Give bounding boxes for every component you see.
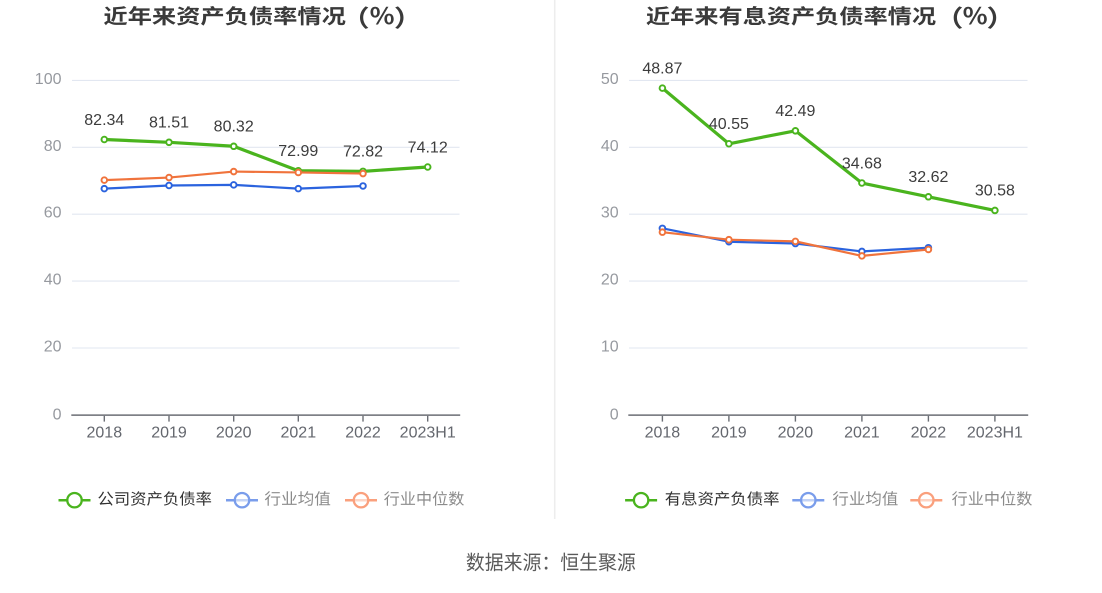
- svg-text:30: 30: [601, 205, 619, 222]
- svg-text:34.68: 34.68: [842, 155, 882, 172]
- svg-text:2022: 2022: [345, 424, 381, 441]
- svg-text:30.58: 30.58: [975, 183, 1015, 200]
- svg-text:2018: 2018: [645, 424, 681, 441]
- svg-text:2019: 2019: [711, 424, 747, 441]
- svg-text:80: 80: [44, 138, 62, 155]
- svg-text:2018: 2018: [87, 424, 123, 441]
- svg-text:10: 10: [601, 339, 619, 356]
- svg-text:2020: 2020: [778, 424, 814, 441]
- svg-text:72.82: 72.82: [343, 144, 383, 161]
- svg-text:20: 20: [601, 272, 619, 289]
- svg-text:2022: 2022: [911, 424, 947, 441]
- svg-text:2019: 2019: [151, 424, 187, 441]
- svg-text:40: 40: [601, 138, 619, 155]
- svg-text:48.87: 48.87: [642, 60, 682, 77]
- svg-text:81.51: 81.51: [149, 115, 189, 132]
- svg-text:74.12: 74.12: [408, 139, 448, 156]
- svg-text:42.49: 42.49: [775, 103, 815, 120]
- svg-text:0: 0: [610, 407, 619, 424]
- svg-text:20: 20: [44, 339, 62, 356]
- svg-text:2021: 2021: [281, 424, 317, 441]
- svg-text:82.34: 82.34: [84, 112, 124, 129]
- svg-text:40.55: 40.55: [709, 116, 749, 133]
- svg-text:0: 0: [53, 407, 62, 424]
- svg-text:2021: 2021: [844, 424, 880, 441]
- svg-text:100: 100: [35, 71, 62, 88]
- svg-text:72.99: 72.99: [278, 143, 318, 160]
- svg-text:50: 50: [601, 71, 619, 88]
- svg-text:2023H1: 2023H1: [967, 424, 1023, 441]
- svg-text:2023H1: 2023H1: [400, 424, 456, 441]
- svg-text:40: 40: [44, 272, 62, 289]
- svg-text:32.62: 32.62: [908, 169, 948, 186]
- svg-text:60: 60: [44, 205, 62, 222]
- svg-text:2020: 2020: [216, 424, 252, 441]
- svg-text:80.32: 80.32: [214, 119, 254, 136]
